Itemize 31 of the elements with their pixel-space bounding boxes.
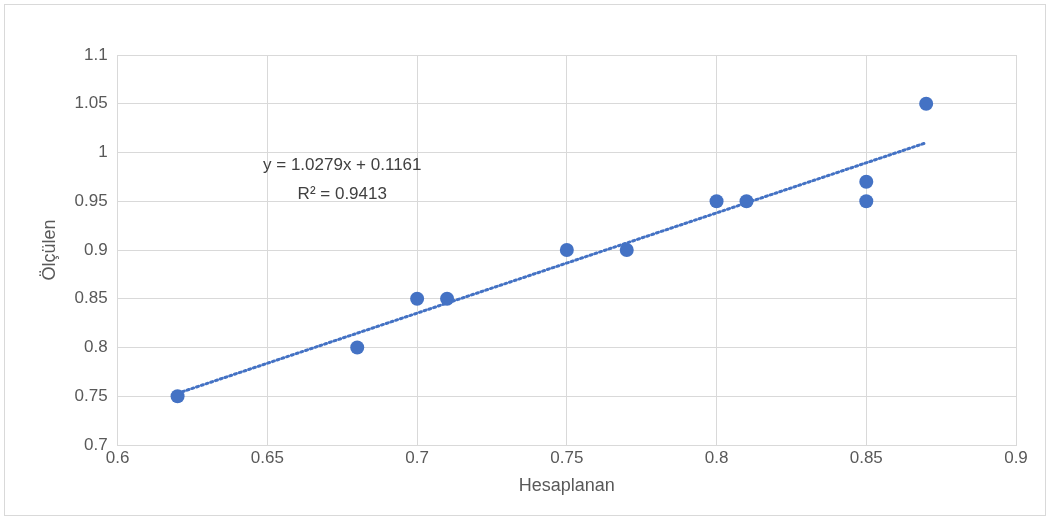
annotation: R² = 0.9413 [297, 184, 387, 203]
point [350, 340, 365, 355]
y-tick-label: 1 [98, 142, 108, 162]
point [619, 243, 634, 257]
point [170, 389, 185, 404]
x-tick-label: 0.9 [1004, 447, 1028, 467]
x-tick-label: 0.7 [405, 447, 429, 467]
y-tick-label: 0.75 [74, 385, 108, 405]
point [859, 174, 874, 189]
y-tick-label: 0.85 [74, 288, 108, 308]
x-tick-label: 0.65 [250, 447, 284, 467]
x-tick-label: 0.8 [704, 447, 729, 467]
y-axis-title: Ölçülen [38, 219, 59, 281]
point [709, 194, 724, 209]
point [410, 291, 425, 306]
x-tick-label: 0.6 [105, 447, 130, 467]
y-tick-label: 1.1 [84, 44, 108, 64]
y-tick-label: 0.9 [84, 239, 108, 259]
x-tick-label: 0.75 [550, 447, 584, 467]
x-axis-title: Hesaplanan [518, 475, 615, 496]
y-tick-label: 0.7 [84, 434, 108, 454]
point [559, 243, 574, 257]
point [440, 291, 455, 306]
y-tick-label: 0.95 [74, 190, 108, 210]
annotation: y = 1.0279x + 0.1161 [263, 155, 422, 174]
point [739, 194, 754, 209]
y-tick-label: 0.8 [84, 337, 108, 357]
point [919, 96, 934, 111]
y-tick-label: 1.05 [74, 93, 108, 113]
point [859, 194, 874, 209]
x-tick-label: 0.85 [849, 447, 883, 467]
